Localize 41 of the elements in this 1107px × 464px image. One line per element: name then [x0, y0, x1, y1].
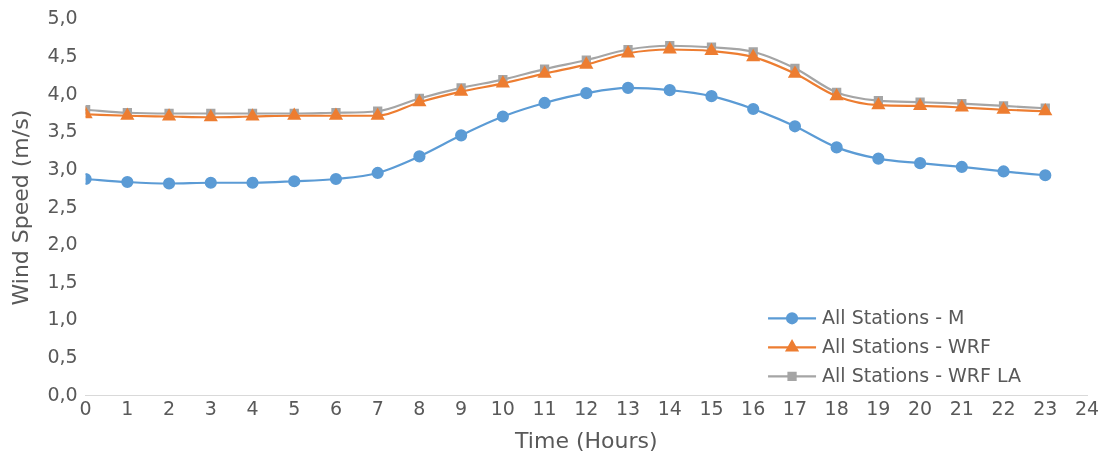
x-tick-label: 21: [949, 397, 974, 420]
x-tick-label: 15: [699, 397, 724, 420]
x-tick-label: 16: [741, 397, 766, 420]
x-tick-label: 1: [121, 397, 134, 420]
x-tick-label: 18: [824, 397, 849, 420]
x-tick-label: 17: [782, 397, 808, 420]
y-tick-label: 3,5: [47, 119, 78, 142]
legend-label: All Stations - WRF LA: [822, 364, 1021, 387]
x-tick-label: 6: [329, 397, 343, 420]
y-tick-label: 0,0: [47, 382, 78, 405]
y-tick-label: 1,5: [47, 269, 78, 292]
x-tick-label: 23: [1033, 397, 1058, 420]
y-tick-label: 5,0: [47, 6, 78, 29]
y-tick-label: 2,5: [47, 194, 78, 217]
x-tick-label: 8: [413, 397, 426, 420]
x-tick-label: 12: [574, 397, 599, 420]
y-tick-label: 4,5: [47, 43, 78, 66]
x-tick-label: 0: [79, 397, 92, 420]
x-tick-label: 20: [908, 397, 933, 420]
x-tick-label: 2: [163, 397, 176, 420]
x-tick-label: 11: [532, 397, 557, 420]
y-axis-title: Wind Speed (m/s): [7, 109, 33, 306]
legend-label: All Stations - M: [822, 306, 965, 329]
x-tick-label: 24: [1074, 397, 1100, 420]
x-tick-label: 7: [371, 397, 384, 420]
x-tick-label: 19: [866, 397, 891, 420]
x-tick-label: 4: [246, 397, 259, 420]
x-tick-label: 5: [288, 397, 301, 420]
x-tick-label: 14: [657, 397, 682, 420]
x-tick-label: 10: [490, 397, 515, 420]
x-tick-label: 22: [991, 397, 1016, 420]
x-tick-label: 3: [204, 397, 217, 420]
y-tick-label: 0,5: [47, 345, 78, 368]
y-tick-label: 4,0: [47, 81, 78, 104]
x-tick-label: 9: [455, 397, 468, 420]
x-tick-label: 13: [615, 397, 641, 420]
y-tick-label: 3,0: [47, 156, 78, 179]
x-axis-title: Time (Hours): [514, 427, 658, 453]
legend-label: All Stations - WRF: [822, 335, 991, 358]
y-tick-label: 2,0: [47, 232, 78, 255]
y-tick-label: 1,0: [47, 307, 78, 330]
